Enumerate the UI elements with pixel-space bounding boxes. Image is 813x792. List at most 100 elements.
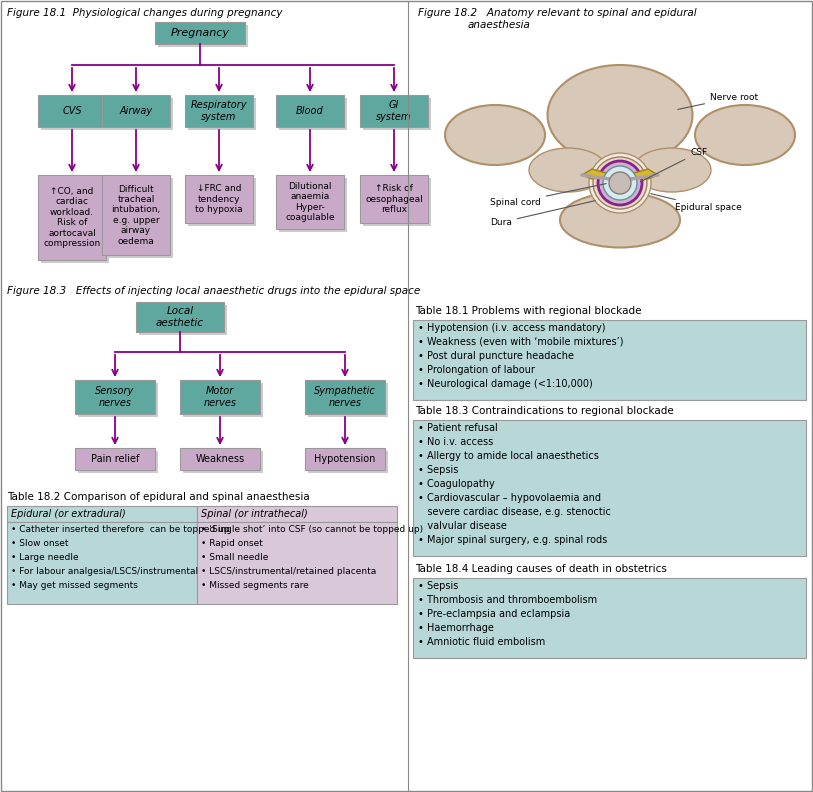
Ellipse shape — [593, 157, 647, 209]
FancyBboxPatch shape — [136, 302, 224, 332]
Text: Motor
nerves: Motor nerves — [203, 386, 237, 408]
Text: Spinal (or intrathecal): Spinal (or intrathecal) — [201, 509, 308, 519]
FancyBboxPatch shape — [180, 448, 260, 470]
Ellipse shape — [633, 148, 711, 192]
FancyBboxPatch shape — [41, 98, 109, 130]
Text: • LSCS/instrumental/retained placenta: • LSCS/instrumental/retained placenta — [201, 568, 376, 577]
FancyBboxPatch shape — [308, 451, 388, 473]
Text: Table 18.4 Leading causes of death in obstetrics: Table 18.4 Leading causes of death in ob… — [415, 564, 667, 574]
FancyBboxPatch shape — [102, 95, 170, 127]
FancyBboxPatch shape — [188, 178, 256, 226]
FancyBboxPatch shape — [413, 420, 806, 556]
Text: • Post dural puncture headache: • Post dural puncture headache — [418, 351, 574, 361]
Text: • Hypotension (i.v. access mandatory): • Hypotension (i.v. access mandatory) — [418, 323, 606, 333]
FancyBboxPatch shape — [139, 305, 227, 335]
FancyBboxPatch shape — [185, 175, 253, 223]
FancyBboxPatch shape — [105, 98, 173, 130]
Text: • Major spinal surgery, e.g. spinal rods: • Major spinal surgery, e.g. spinal rods — [418, 535, 607, 545]
Text: • Cardiovascular – hypovolaemia and: • Cardiovascular – hypovolaemia and — [418, 493, 601, 503]
FancyBboxPatch shape — [308, 383, 388, 417]
Ellipse shape — [547, 65, 693, 165]
Text: • Neurological damage (<1:10,000): • Neurological damage (<1:10,000) — [418, 379, 593, 389]
FancyBboxPatch shape — [197, 522, 397, 604]
Text: Spinal cord: Spinal cord — [490, 184, 606, 207]
Text: • Weakness (even with ‘mobile mixtures’): • Weakness (even with ‘mobile mixtures’) — [418, 337, 624, 347]
Ellipse shape — [609, 172, 631, 194]
FancyBboxPatch shape — [188, 98, 256, 130]
Text: Epidural (or extradural): Epidural (or extradural) — [11, 509, 126, 519]
Text: ↑CO, and
cardiac
workload.
Risk of
aortocaval
compression: ↑CO, and cardiac workload. Risk of aorto… — [43, 187, 101, 248]
Text: Pregnancy: Pregnancy — [171, 28, 229, 38]
FancyBboxPatch shape — [363, 98, 431, 130]
FancyBboxPatch shape — [279, 98, 347, 130]
Text: anaesthesia: anaesthesia — [468, 20, 531, 30]
Ellipse shape — [603, 166, 637, 200]
Text: Hypotension: Hypotension — [315, 454, 376, 464]
FancyBboxPatch shape — [41, 178, 109, 263]
FancyBboxPatch shape — [183, 383, 263, 417]
FancyBboxPatch shape — [276, 175, 344, 229]
FancyBboxPatch shape — [78, 383, 158, 417]
Polygon shape — [634, 169, 658, 179]
Text: • For labour analgesia/LSCS/instrumental: • For labour analgesia/LSCS/instrumental — [11, 568, 198, 577]
Text: Figure 18.1  Physiological changes during pregnancy: Figure 18.1 Physiological changes during… — [7, 8, 282, 18]
Ellipse shape — [589, 153, 651, 213]
Ellipse shape — [529, 148, 607, 192]
Text: Table 18.3 Contraindications to regional blockade: Table 18.3 Contraindications to regional… — [415, 406, 674, 416]
Text: Pain relief: Pain relief — [91, 454, 139, 464]
FancyBboxPatch shape — [158, 25, 248, 47]
Text: CVS: CVS — [62, 106, 82, 116]
Text: • Catheter inserted therefore  can be topped up: • Catheter inserted therefore can be top… — [11, 526, 229, 535]
FancyBboxPatch shape — [38, 175, 106, 260]
Text: Weakness: Weakness — [195, 454, 245, 464]
Text: Sympathetic
nerves: Sympathetic nerves — [314, 386, 376, 408]
Text: • Patient refusal: • Patient refusal — [418, 423, 498, 433]
FancyBboxPatch shape — [360, 95, 428, 127]
Text: CSF: CSF — [641, 148, 707, 181]
Text: • Amniotic fluid embolism: • Amniotic fluid embolism — [418, 637, 546, 647]
Text: • Thrombosis and thromboembolism: • Thrombosis and thromboembolism — [418, 595, 597, 605]
Text: ↑Risk of
oesophageal
reflux: ↑Risk of oesophageal reflux — [365, 184, 423, 214]
Text: Nerve root: Nerve root — [678, 93, 759, 109]
Text: Respiratory
system: Respiratory system — [191, 101, 247, 122]
FancyBboxPatch shape — [75, 448, 155, 470]
Text: • ‘Single shot’ into CSF (so cannot be topped up): • ‘Single shot’ into CSF (so cannot be t… — [201, 526, 423, 535]
Text: GI
system: GI system — [376, 101, 411, 122]
Text: • Small needle: • Small needle — [201, 554, 268, 562]
Text: Local
aesthetic: Local aesthetic — [156, 307, 204, 328]
Text: • Large needle: • Large needle — [11, 554, 79, 562]
FancyBboxPatch shape — [75, 380, 155, 414]
FancyBboxPatch shape — [180, 380, 260, 414]
FancyBboxPatch shape — [360, 175, 428, 223]
Text: • Missed segments rare: • Missed segments rare — [201, 581, 309, 591]
Text: Sensory
nerves: Sensory nerves — [95, 386, 135, 408]
Text: • No i.v. access: • No i.v. access — [418, 437, 493, 447]
Ellipse shape — [445, 105, 545, 165]
Ellipse shape — [598, 161, 642, 205]
Text: Dura: Dura — [490, 200, 595, 227]
Text: • Pre-eclampsia and eclampsia: • Pre-eclampsia and eclampsia — [418, 609, 570, 619]
Text: Epidural space: Epidural space — [650, 194, 741, 212]
Text: • Prolongation of labour: • Prolongation of labour — [418, 365, 535, 375]
FancyBboxPatch shape — [413, 320, 806, 400]
Text: • Sepsis: • Sepsis — [418, 465, 459, 475]
FancyBboxPatch shape — [183, 451, 263, 473]
FancyBboxPatch shape — [7, 506, 197, 522]
Text: • Allergy to amide local anaesthetics: • Allergy to amide local anaesthetics — [418, 451, 599, 461]
Text: Dilutional
anaemia
Hyper-
coagulable: Dilutional anaemia Hyper- coagulable — [285, 182, 335, 222]
Text: severe cardiac disease, e.g. stenoctic: severe cardiac disease, e.g. stenoctic — [418, 507, 611, 517]
Text: valvular disease: valvular disease — [418, 521, 506, 531]
FancyBboxPatch shape — [78, 451, 158, 473]
FancyBboxPatch shape — [305, 380, 385, 414]
FancyBboxPatch shape — [305, 448, 385, 470]
Ellipse shape — [560, 192, 680, 247]
Text: Blood: Blood — [296, 106, 324, 116]
Text: Airway: Airway — [120, 106, 153, 116]
FancyBboxPatch shape — [185, 95, 253, 127]
Text: Difficult
tracheal
intubation,
e.g. upper
airway
oedema: Difficult tracheal intubation, e.g. uppe… — [111, 185, 161, 246]
FancyBboxPatch shape — [279, 178, 347, 232]
FancyBboxPatch shape — [197, 506, 397, 522]
FancyBboxPatch shape — [155, 22, 245, 44]
Text: Figure 18.3   Effects of injecting local anaesthetic drugs into the epidural spa: Figure 18.3 Effects of injecting local a… — [7, 286, 420, 296]
Text: Table 18.1 Problems with regional blockade: Table 18.1 Problems with regional blocka… — [415, 306, 641, 316]
